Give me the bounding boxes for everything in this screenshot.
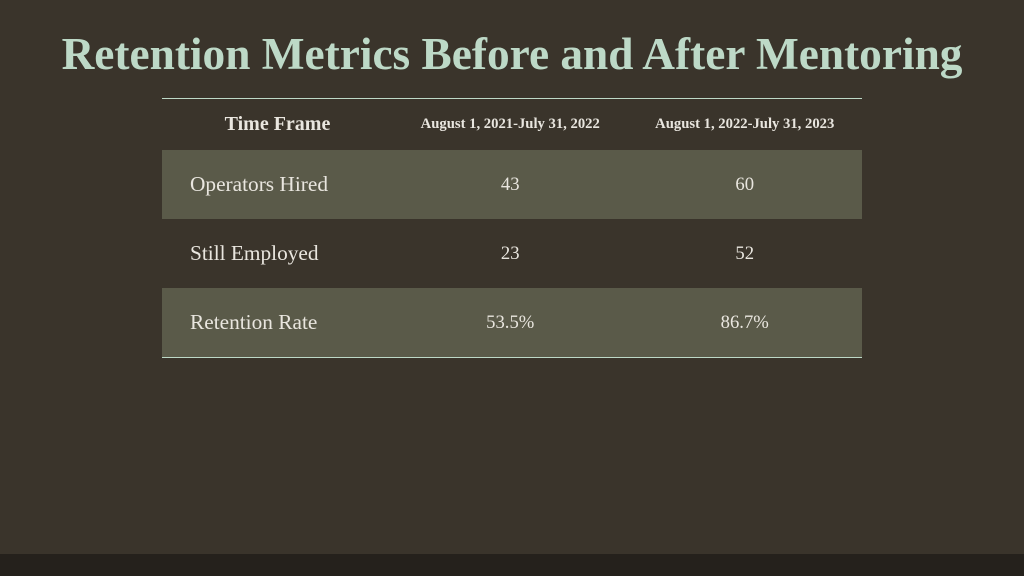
slide: Retention Metrics Before and After Mento… xyxy=(0,0,1024,576)
row-label: Operators Hired xyxy=(162,150,393,219)
row-value-2: 86.7% xyxy=(628,288,863,357)
slide-title: Retention Metrics Before and After Mento… xyxy=(0,0,1024,80)
row-value-2: 60 xyxy=(628,150,863,219)
table-row: Still Employed2352 xyxy=(162,219,862,288)
row-value-1: 53.5% xyxy=(393,288,628,357)
row-label: Retention Rate xyxy=(162,288,393,357)
table-bottom-rule xyxy=(162,357,862,358)
col-header-period-2: August 1, 2022-July 31, 2023 xyxy=(628,99,863,150)
retention-table: Time Frame August 1, 2021-July 31, 2022 … xyxy=(162,99,862,357)
table-row: Retention Rate53.5%86.7% xyxy=(162,288,862,357)
row-value-1: 23 xyxy=(393,219,628,288)
table-body: Operators Hired4360Still Employed2352Ret… xyxy=(162,150,862,357)
row-value-2: 52 xyxy=(628,219,863,288)
row-value-1: 43 xyxy=(393,150,628,219)
retention-table-wrap: Time Frame August 1, 2021-July 31, 2022 … xyxy=(162,98,862,358)
footer-bar xyxy=(0,554,1024,576)
col-header-period-1: August 1, 2021-July 31, 2022 xyxy=(393,99,628,150)
table-header-row: Time Frame August 1, 2021-July 31, 2022 … xyxy=(162,99,862,150)
col-header-timeframe: Time Frame xyxy=(162,99,393,150)
table-row: Operators Hired4360 xyxy=(162,150,862,219)
row-label: Still Employed xyxy=(162,219,393,288)
